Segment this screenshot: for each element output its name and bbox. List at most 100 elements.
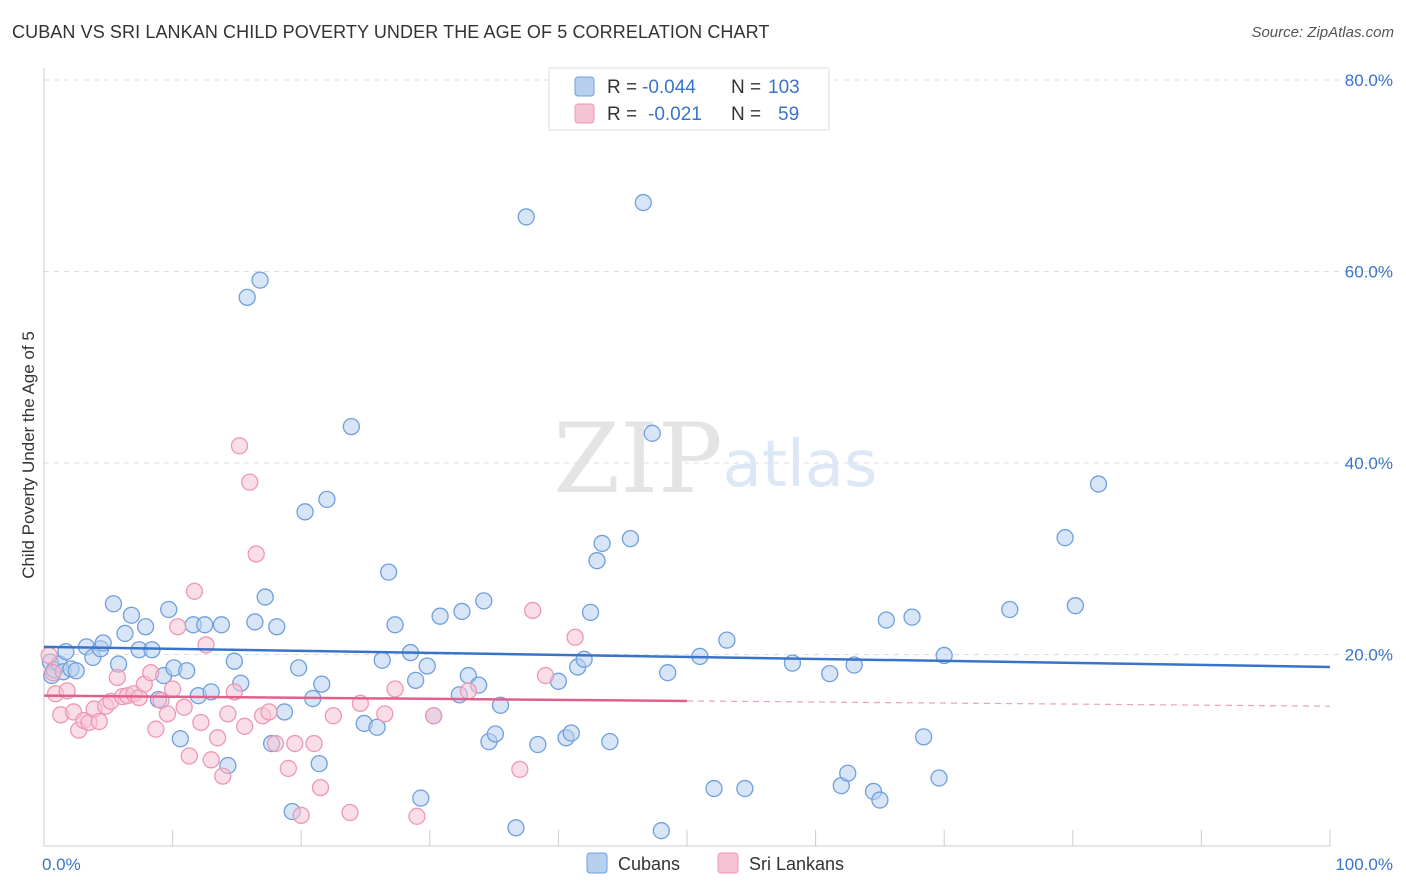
y-tick-label: 80.0% [1345,71,1393,90]
sri-lankan-point [247,545,265,563]
cuban-point [160,600,178,619]
cuban-point [116,624,134,643]
cuban-point [562,724,580,742]
trend-line-dashed [686,700,1331,707]
grid-layer [44,79,1392,655]
cuban-point [225,652,243,670]
cuban-point [289,659,308,677]
sri-lankan-point [376,705,394,723]
cuban-point [718,631,736,649]
y-tick-label: 40.0% [1345,454,1393,473]
cuban-point [386,616,404,634]
cuban-point [373,651,391,669]
cuban-point [575,650,593,668]
legend-box [548,67,830,131]
sri-lankan-point [180,747,198,765]
legend-n-value-2: 59 [778,104,799,125]
sri-lankan-point [286,734,304,753]
cuban-point [877,611,895,629]
cuban-point [845,656,863,674]
y-tick-label: 20.0% [1345,646,1393,665]
legend-r-label-1: R = [607,77,637,98]
cuban-point [486,725,505,743]
cuban-point [310,755,328,773]
cuban-point [104,595,123,613]
cuban-point [171,730,189,748]
chart-source: Source: ZipAtlas.com [1251,24,1394,41]
cuban-point [212,616,231,634]
sri-lankan-point [158,705,177,723]
bottom-legend-swatch-sri-lankans [717,852,739,874]
cuban-point [318,490,336,509]
cuban-point [736,779,754,798]
sri-lankan-point [292,806,310,825]
cuban-point [196,616,214,634]
cuban-point [839,764,857,782]
series-legend: Cubans Sri Lankans [586,852,844,874]
sri-lankan-point [311,778,330,797]
sri-lankan-point [536,666,555,685]
sri-lankan-point [341,803,359,822]
cuban-point [407,671,425,690]
cuban-point [914,728,933,746]
cuban-point [275,703,294,721]
cuban-point [593,534,611,553]
cuban-point [313,675,331,693]
watermark-zip: ZIP [553,403,722,515]
cuban-point [1001,600,1019,619]
trend-line-solid [43,645,1331,669]
sri-lankan-point [524,601,542,620]
sri-lankan-point [459,682,478,700]
bottom-legend-label-cubans: Cubans [618,854,680,874]
cuban-point [643,424,661,442]
cuban-point [871,791,889,809]
sri-lankan-point [225,683,243,701]
sri-lankan-point [425,707,443,725]
cuban-point [178,662,196,680]
cuban-point [903,608,921,626]
cuban-point [251,271,269,289]
x-tick-label: 100.0% [1335,855,1393,874]
sri-lankan-point [408,807,426,825]
cuban-point [621,529,640,548]
sri-lankan-point [214,767,232,785]
cuban-point [659,664,677,682]
cuban-point [431,607,449,625]
y-tick-label: 60.0% [1345,263,1393,282]
trend-layer [43,645,1331,707]
cuban-point [246,613,264,631]
cuban-point [379,563,398,581]
sri-lankan-point [44,664,62,682]
cuban-point [256,588,274,606]
cuban-point [652,822,670,840]
sri-lankan-point [185,582,204,600]
cuban-point [821,665,839,683]
cuban-point [268,618,286,636]
sri-lankan-point [324,707,343,725]
cuban-point [67,662,85,680]
cuban-point [342,417,361,436]
sri-lankan-point [175,698,193,716]
sri-lankan-point [386,680,404,698]
cuban-point [475,592,493,610]
cuban-point [507,819,525,837]
x-tick-label: 0.0% [42,855,81,874]
cuban-point [705,779,723,798]
cuban-point [136,618,155,636]
cuban-point [634,193,652,212]
points-layer [40,193,1108,840]
cuban-point [517,208,535,226]
sri-lankan-point [202,751,220,769]
sri-lankan-point [108,668,126,687]
cuban-point [491,696,510,714]
sri-lankan-point [90,712,108,731]
legend-r-label-2: R = [607,104,637,125]
sri-lankan-point [235,717,254,735]
watermark-atlas: atlas [723,428,878,502]
cuban-point [581,603,600,622]
sri-lankan-point [40,646,58,665]
legend-swatch-cubans [574,76,595,97]
cuban-point [935,646,953,665]
cuban-point [368,718,386,736]
sri-lankan-point [266,734,285,753]
